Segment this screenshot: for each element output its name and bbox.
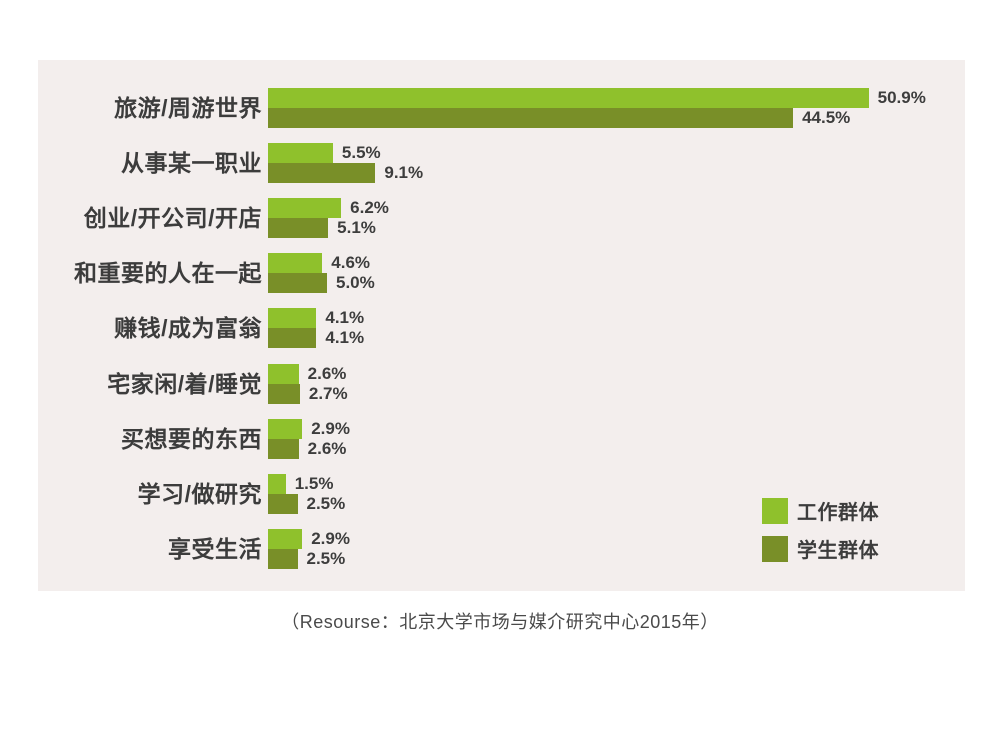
value-label-student-group: 2.6% [307,438,347,458]
value-label-working-group: 4.6% [331,253,371,273]
bar-working-group [268,528,303,549]
bar-working-group [268,418,303,439]
value-label-student-group: 2.5% [306,493,346,513]
legend-label: 工作群体 [797,502,879,524]
legend-item-working-group: 工作群体 [762,496,879,525]
value-label-working-group: 6.2% [350,198,389,218]
legend-item-student-group: 学生群体 [762,534,879,563]
source-note: （Resourse：北京大学市场与媒介研究中心2015年） [281,612,719,632]
bar-student-group [268,218,329,239]
category-label: 和重要的人在一起 [74,260,262,287]
category-label: 从事某一职业 [121,150,262,177]
value-label-student-group: 2.7% [308,383,348,403]
legend-label: 学生群体 [797,540,879,562]
bar-working-group [268,363,299,384]
chart-legend: 工作群体 学生群体 [762,496,879,563]
category-label: 买想要的东西 [121,425,262,452]
bar-student-group [268,328,317,349]
value-label-student-group: 5.0% [336,273,375,293]
bar-student-group [268,548,298,569]
bar-row: 旅游/周游世界 50.9% 44.5% [38,88,965,128]
bar-row: 享受生活 2.9% 2.5% [38,528,965,569]
bar-working-group [268,308,317,329]
bar-row: 创业/开公司/开店 6.2% 5.1% [38,198,965,239]
bar-working-group [268,143,333,164]
bar-student-group [268,438,299,459]
bar-working-group [268,253,323,274]
category-label: 宅家闲/着/睡觉 [107,370,262,397]
bar-working-group [268,473,286,494]
category-label: 旅游/周游世界 [114,95,262,121]
bar-student-group [268,383,300,404]
bar-row: 宅家闲/着/睡觉 2.6% 2.7% [38,363,965,404]
bar-row: 买想要的东西 2.9% 2.6% [38,418,965,459]
bar-student-group [268,108,794,128]
value-label-working-group: 4.1% [325,308,365,328]
bar-student-group [268,273,327,294]
value-label-working-group: 1.5% [294,473,334,493]
working-group-swatch-icon [762,497,788,524]
bar-student-group [268,163,376,184]
chart-rows: 旅游/周游世界 50.9% 44.5% 从事某一职业 5.5% 9.1% 创业/开公司/开店… [38,60,965,591]
category-label: 创业/开公司/开店 [83,205,262,232]
value-label-working-group: 2.9% [311,528,350,548]
bar-working-group [268,198,342,219]
value-label-student-group: 5.1% [337,218,376,238]
value-label-working-group: 2.6% [307,363,347,383]
bar-working-group [268,88,869,108]
value-label-student-group: 2.5% [306,548,346,568]
value-label-student-group: 4.1% [325,328,365,348]
value-label-working-group: 50.9% [877,88,926,107]
value-label-student-group: 44.5% [802,108,851,127]
category-label: 学习/做研究 [137,480,262,507]
chart-panel: 旅游/周游世界 50.9% 44.5% 从事某一职业 5.5% 9.1% 创业/开公司/开店… [38,60,965,591]
value-label-student-group: 9.1% [384,163,424,183]
student-group-swatch-icon [762,535,788,562]
bar-row: 赚钱/成为富翁 4.1% 4.1% [38,308,965,349]
category-label: 赚钱/成为富翁 [114,315,262,342]
bar-row: 学习/做研究 1.5% 2.5% [38,473,965,514]
value-label-working-group: 5.5% [341,143,381,163]
bar-row: 从事某一职业 5.5% 9.1% [38,143,965,184]
category-label: 享受生活 [168,535,262,562]
bar-student-group [268,493,298,514]
bar-row: 和重要的人在一起 4.6% 5.0% [38,253,965,294]
value-label-working-group: 2.9% [311,418,350,438]
